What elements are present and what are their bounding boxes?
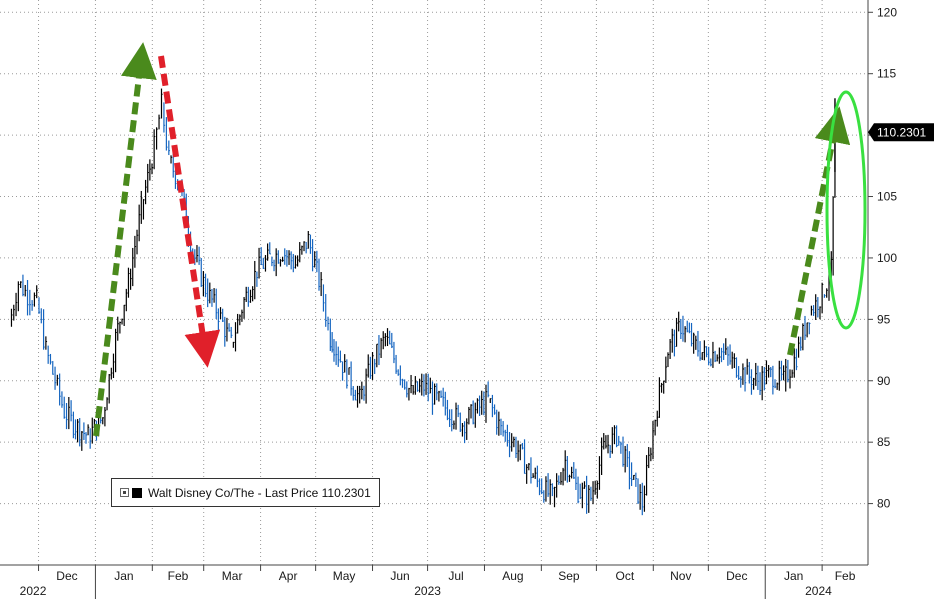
last-price-tag: 110.2301 bbox=[868, 123, 934, 142]
x-month-label: Feb bbox=[835, 569, 856, 583]
last-price-label: 110.2301 bbox=[877, 125, 926, 139]
x-month-label: Jan bbox=[114, 569, 133, 583]
green-up-arrow-2022 bbox=[93, 42, 157, 437]
x-month-label: May bbox=[333, 569, 356, 583]
green-up-arrow-2024 bbox=[787, 106, 851, 356]
y-tick-label: 115 bbox=[877, 67, 896, 81]
last-price-box bbox=[868, 123, 934, 142]
legend: Walt Disney Co/The - Last Price 110.2301 bbox=[111, 478, 380, 507]
x-year-label: 2022 bbox=[20, 584, 47, 598]
y-tick-label: 100 bbox=[877, 251, 897, 265]
annotations bbox=[93, 42, 867, 437]
red-down-arrow-2023 bbox=[158, 55, 221, 368]
x-month-label: Dec bbox=[726, 569, 747, 583]
x-year-label: 2024 bbox=[805, 584, 832, 598]
x-month-label: Jan bbox=[784, 569, 803, 583]
x-month-label: Sep bbox=[558, 569, 580, 583]
price-series bbox=[10, 88, 837, 516]
y-tick-label: 80 bbox=[877, 497, 891, 511]
axes bbox=[0, 0, 869, 566]
x-month-label: Jun bbox=[390, 569, 409, 583]
legend-toggle-icon[interactable] bbox=[120, 488, 129, 497]
x-month-label: Nov bbox=[670, 569, 691, 583]
y-axis-ticks: 80859095100105110115120 bbox=[868, 5, 897, 511]
green-highlight-ellipse bbox=[825, 90, 867, 330]
x-month-label: Apr bbox=[279, 569, 298, 583]
y-tick-label: 85 bbox=[877, 435, 891, 449]
x-month-label: Jul bbox=[448, 569, 463, 583]
x-month-label: Dec bbox=[56, 569, 77, 583]
legend-swatch bbox=[132, 487, 142, 498]
legend-label: Walt Disney Co/The - Last Price 110.2301 bbox=[148, 485, 371, 500]
x-month-label: Aug bbox=[502, 569, 523, 583]
x-year-label: 2023 bbox=[414, 584, 441, 598]
x-month-label: Mar bbox=[222, 569, 243, 583]
y-tick-label: 105 bbox=[877, 190, 897, 204]
x-axis-ticks: Dec Jan Feb Mar Apr May Jun Jul Aug Sep Oct Nov Dec J… bbox=[20, 565, 856, 599]
x-month-label: Oct bbox=[616, 569, 635, 583]
x-month-label: Feb bbox=[168, 569, 189, 583]
y-tick-label: 95 bbox=[877, 312, 891, 326]
y-tick-label: 90 bbox=[877, 374, 891, 388]
y-tick-label: 120 bbox=[877, 5, 897, 19]
